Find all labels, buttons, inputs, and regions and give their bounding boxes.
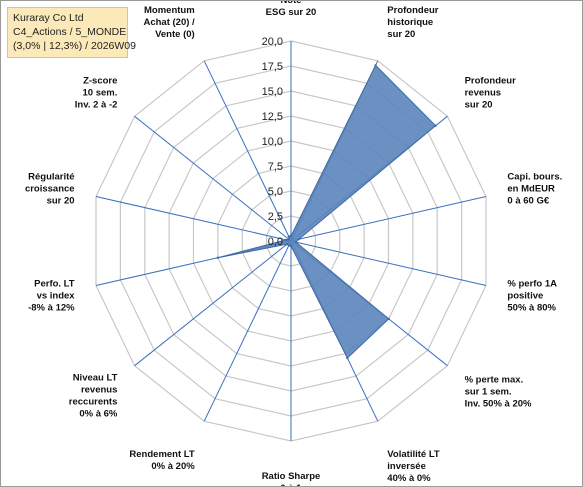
data-point-5 (387, 317, 390, 321)
tick-label-6: 15,0 (262, 86, 283, 98)
tick-label-0: 0,0 (268, 236, 283, 248)
axis-label-13: Momentum Achat (20) / Vente (0) (143, 5, 195, 40)
axis-spoke-4 (290, 240, 487, 286)
data-point-7 (289, 244, 293, 248)
tick-label-7: 17,5 (262, 61, 283, 73)
tick-label-1: 2,5 (268, 211, 283, 223)
data-point-13 (287, 235, 290, 238)
tick-label-5: 12,5 (262, 111, 283, 123)
axis-spoke-11 (95, 196, 292, 242)
axis-label-8: Rendement LT 0% à 20% (129, 449, 195, 472)
tick-label-3: 7,5 (268, 161, 283, 173)
data-point-11 (284, 238, 288, 242)
title-stats: (3,0% | 12,3%) / 2026W09 (13, 40, 136, 52)
title-box: Kuraray Co Ltd C4_Actions / 5_MONDE (3,0… (7, 7, 136, 58)
tick-label-2: 5,0 (268, 186, 283, 198)
data-point-10 (216, 256, 220, 259)
data-point-6 (346, 356, 349, 360)
data-point-4 (294, 240, 298, 244)
data-point-3 (297, 238, 300, 241)
axis-spoke-8 (203, 240, 292, 422)
axis-spoke-13 (203, 60, 292, 242)
data-point-12 (287, 237, 290, 241)
tick-label-4: 10,0 (262, 136, 283, 148)
data-point-9 (285, 242, 289, 246)
data-point-0 (289, 234, 293, 238)
axis-label-5: % perte max. sur 1 sem. Inv. 50% à 20% (465, 375, 532, 410)
axis-label-7: Ratio Sharpe0 à 1 (262, 471, 321, 486)
axis-label-1: Profondeur historique sur 20 (387, 5, 438, 40)
tick-label-8: 20,0 (262, 36, 283, 48)
axis-label-0: NoteESG sur 20 (266, 1, 317, 18)
title-company: Kuraray Co Ltd (13, 12, 84, 24)
data-point-1 (374, 64, 377, 67)
axis-label-9: Niveau LT revenus reccurents 0% à 6% (69, 372, 118, 419)
axis-label-4: % perfo 1A positive 50% à 80% (507, 278, 557, 313)
axis-spoke-3 (290, 196, 487, 242)
data-point-2 (434, 124, 437, 127)
axis-label-11: Régularité croissance sur 20 (25, 172, 75, 207)
axis-label-2: Profondeur revenus sur 20 (465, 75, 516, 110)
axis-label-3: Capi. bours. en MdEUR 0 à 60 G€ (507, 172, 562, 207)
axis-spoke-12 (134, 115, 292, 242)
axis-label-10: Perfo. LT vs index -8% à 12% (28, 278, 75, 313)
title-category: C4_Actions / 5_MONDE (13, 26, 127, 38)
data-point-8 (287, 244, 290, 247)
axis-label-12: Z-score 10 sem. Inv. 2 à -2 (75, 75, 118, 110)
axis-label-6: Volatilité LT inversée 40% à 0% (387, 449, 440, 484)
axis-spoke-9 (134, 240, 292, 367)
